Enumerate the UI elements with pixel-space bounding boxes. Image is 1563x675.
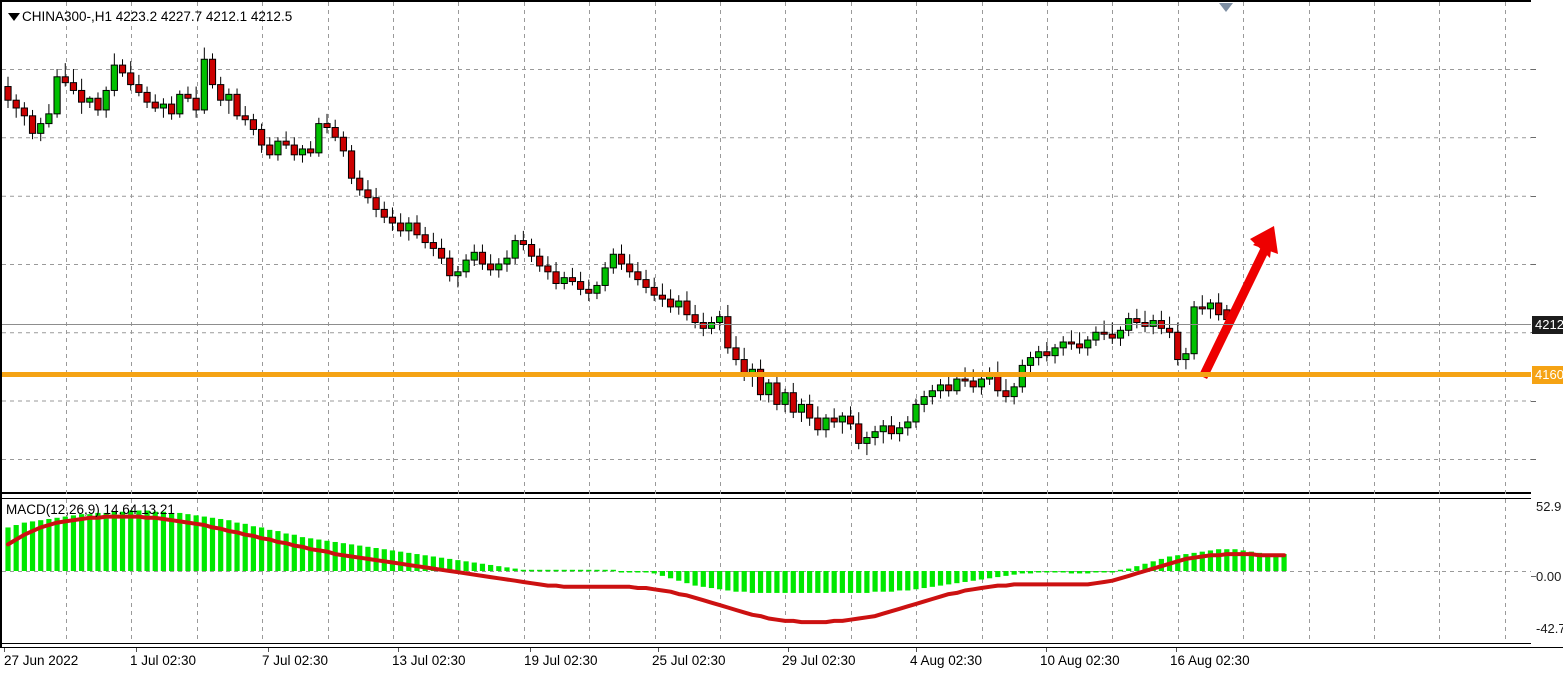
time-axis-tick: [916, 648, 917, 652]
last-price-line: [2, 324, 1531, 325]
price-axis-tick: [1531, 69, 1536, 70]
macd-histogram: [5, 510, 1287, 593]
price-axis-tick: [1531, 137, 1536, 139]
macd-signal-line: [6, 514, 1287, 625]
bullish-breakout-arrow: [1198, 226, 1278, 379]
macd-pane-legend: MACD(12,26,9) 14.64 13.21: [6, 502, 175, 517]
support-level-label[interactable]: 4160: [1532, 366, 1563, 384]
macd-axis-tick-label: -42.7: [1536, 621, 1563, 636]
time-axis-tick: [136, 648, 137, 652]
time-axis-tick-label: 25 Jul 02:30: [652, 653, 726, 668]
price-axis-tick: [1531, 264, 1536, 265]
time-axis-tick-label: 1 Jul 02:30: [130, 653, 197, 668]
time-axis-tick-label: 10 Aug 02:30: [1040, 653, 1120, 668]
price-axis-tick: [1531, 195, 1536, 197]
candlestick-series: [4, 47, 1231, 456]
price-axis-tick: [1531, 459, 1536, 460]
price-pane[interactable]: [2, 2, 1531, 494]
macd-chart-svg: [2, 499, 1531, 643]
time-axis-tick: [1046, 648, 1047, 652]
time-axis-tick: [658, 648, 659, 652]
time-axis-tick: [530, 648, 531, 652]
macd-axis-tick-label: 0.00: [1536, 569, 1562, 584]
time-axis-tick: [4, 648, 5, 652]
time-axis-tick: [398, 648, 399, 652]
chart-left-border: [0, 0, 2, 647]
time-axis-tick-label: 7 Jul 02:30: [262, 653, 329, 668]
time-axis-tick-label: 19 Jul 02:30: [524, 653, 598, 668]
time-axis-tick-label: 29 Jul 02:30: [782, 653, 856, 668]
time-axis-tick-label: 13 Jul 02:30: [392, 653, 466, 668]
price-chart-svg: [2, 2, 1531, 494]
price-axis-tick: [1531, 400, 1536, 402]
macd-zero-tick: [1531, 576, 1536, 577]
time-axis-tick-label: 16 Aug 02:30: [1170, 653, 1250, 668]
current-price-label: 4212: [1532, 316, 1563, 334]
macd-pane[interactable]: [2, 498, 1531, 644]
time-axis-tick-label: 27 Jun 2022: [4, 653, 79, 668]
macd-axis-tick-label: 52.9: [1536, 499, 1562, 514]
chart-position-marker-icon: [1219, 3, 1233, 12]
time-axis-tick: [1176, 648, 1177, 652]
price-pane-legend: CHINA300-,H1 4223.2 4227.7 4212.1 4212.5: [22, 9, 293, 24]
time-axis-tick: [268, 648, 269, 652]
support-level-line[interactable]: [2, 372, 1531, 377]
time-axis-tick-label: 4 Aug 02:30: [910, 653, 983, 668]
collapse-triangle-icon[interactable]: [8, 13, 20, 21]
time-axis-tick: [788, 648, 789, 652]
time-axis[interactable]: 27 Jun 2022 1 Jul 02:30 7 Jul 02:30 13 Jul …: [0, 647, 1563, 675]
